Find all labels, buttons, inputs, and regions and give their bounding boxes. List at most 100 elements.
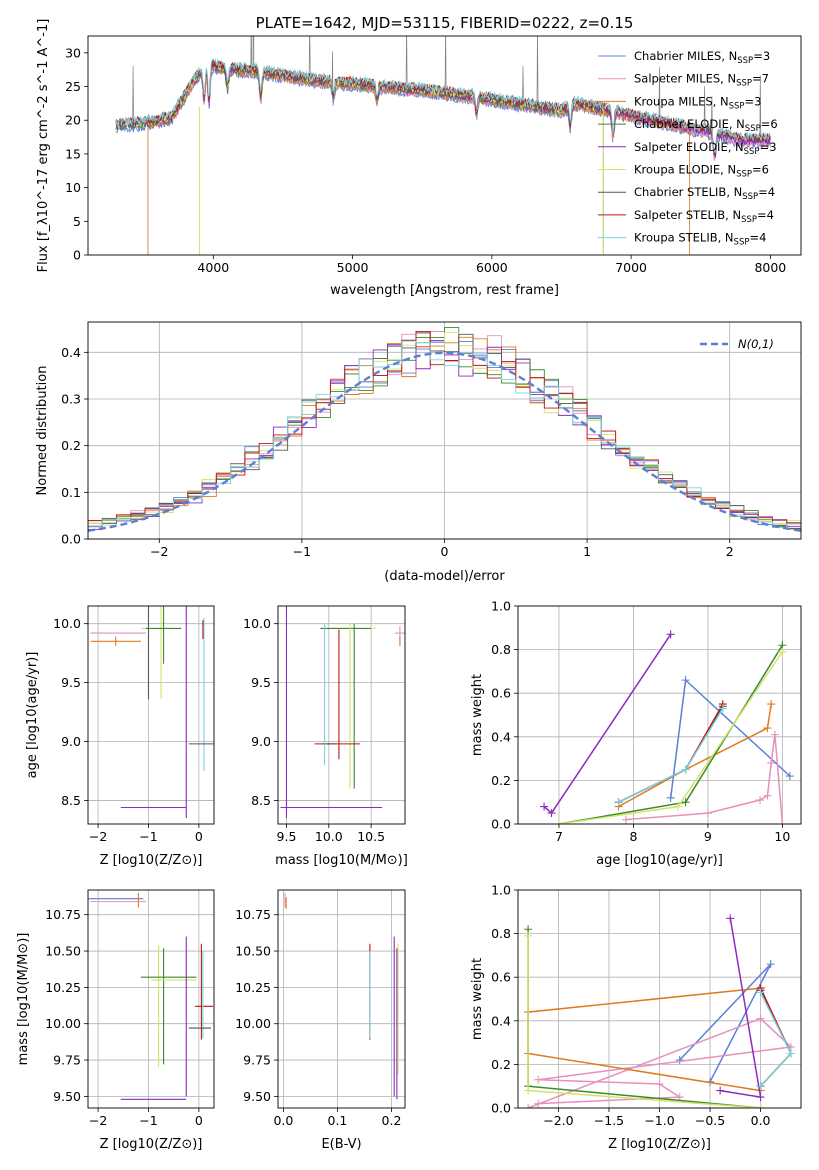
legend-entry: Kroupa STELIB, NSSP=4: [634, 231, 766, 248]
legend-entry: Kroupa ELODIE, NSSP=6: [634, 163, 769, 180]
y-tick-label: 30: [65, 45, 81, 60]
y-tick-label: 5: [73, 214, 81, 229]
y-tick-label: 0.4: [61, 345, 81, 360]
y-tick-label: 25: [65, 79, 81, 94]
legend-nssp-label: , N: [718, 231, 734, 245]
weight-marker: [756, 1014, 765, 1023]
legend-nssp-value: =4: [758, 185, 775, 199]
weight-marker: [547, 809, 556, 818]
spectrum-axes: 4000 5000 6000 7000 8000 0 5 10 15 20 25 30: [65, 45, 786, 275]
y-tick-label: 10.00: [45, 1016, 81, 1031]
x-tick-label: 0.1: [328, 1113, 348, 1128]
legend-nssp-value: =3: [760, 140, 777, 154]
y-tick-label: 9.5: [61, 675, 81, 690]
weight-marker: [778, 820, 787, 824]
weight-marker: [666, 793, 675, 802]
y-tick-label: 0.0: [491, 817, 511, 832]
weight-line: [618, 708, 724, 803]
y-tick-label: 9.75: [53, 1053, 81, 1068]
weight-marker: [524, 1104, 533, 1108]
legend-nssp-label: , N: [713, 94, 729, 108]
x-tick-label: 10.0: [315, 829, 343, 844]
weight-marker: [674, 802, 683, 811]
x-tick-label: 7000: [615, 260, 647, 275]
residuals-frame: [87, 321, 802, 540]
y-axis-label: mass weight: [470, 958, 485, 1040]
y-tick-label: 0.1: [61, 485, 81, 500]
weight-marker: [763, 724, 772, 733]
weight-vs-z-frame: [517, 889, 802, 1109]
histogram-step-line: [88, 340, 801, 528]
y-tick-label: 0.6: [491, 686, 511, 701]
age-vs-mass-frame: [277, 605, 406, 825]
mass-vs-ebv-frame: [277, 889, 406, 1109]
legend-entry: N(0,1): [738, 337, 774, 351]
y-tick-label: 10.00: [235, 1016, 271, 1031]
errorbar-group: [88, 892, 213, 1100]
x-axis-label: (data-model)/error: [384, 569, 505, 584]
weight-marker: [770, 730, 779, 739]
legend-nssp-subscript: SSP: [745, 124, 761, 134]
weight-marker: [524, 1086, 533, 1095]
legend-nssp-label: , N: [721, 49, 737, 63]
x-tick-label: 1: [583, 544, 591, 559]
y-tick-label: 15: [65, 146, 81, 161]
y-tick-label: 10.0: [53, 616, 81, 631]
histogram-step-line: [88, 332, 801, 529]
chart-title: PLATE=1642, MJD=53115, FIBERID=0222, z=0…: [256, 14, 634, 32]
x-tick-label: −2.0: [543, 1113, 573, 1128]
y-tick-label: 10.0: [243, 616, 271, 631]
x-tick-label: 9: [704, 829, 712, 844]
legend-nssp-subscript: SSP: [741, 215, 757, 225]
legend-series-name: Kroupa STELIB: [634, 231, 718, 245]
x-tick-label: 6000: [476, 260, 508, 275]
y-tick-label: 0.6: [491, 970, 511, 985]
legend-nssp-subscript: SSP: [744, 147, 760, 157]
x-tick-label: −1.0: [644, 1113, 674, 1128]
x-tick-label: −1: [293, 544, 311, 559]
y-tick-label: 10.75: [45, 907, 81, 922]
weight-marker: [763, 791, 772, 800]
mass-vs-z-frame: [87, 889, 215, 1109]
x-axis-label: Z [log10(Z/Z⊙)]: [100, 1137, 203, 1152]
legend-nssp-label: , N: [728, 140, 744, 154]
weight-marker: [767, 700, 776, 709]
weight-marker: [716, 1086, 725, 1095]
weight-marker: [681, 676, 690, 685]
legend-entry: Kroupa MILES, NSSP=3: [634, 94, 761, 111]
weight-marker: [621, 815, 630, 824]
legend-nssp-subscript: SSP: [729, 101, 745, 111]
x-axis-label: E(B-V): [321, 1137, 361, 1152]
y-tick-label: 1.0: [491, 883, 511, 898]
y-tick-label: 8.5: [61, 793, 81, 808]
legend-nssp-value: =4: [757, 208, 774, 222]
legend-nssp-value: =6: [752, 163, 769, 177]
x-tick-label: 9.5: [277, 829, 297, 844]
legend-nssp-label: , N: [729, 117, 745, 131]
legend-nssp-subscript: SSP: [737, 56, 753, 66]
x-axis-label: age [log10(age/yr)]: [596, 853, 723, 868]
weight-marker: [756, 1082, 765, 1091]
errorbar-group: [90, 606, 214, 819]
weight-marker: [756, 1093, 765, 1102]
weight-marker: [767, 758, 776, 767]
x-tick-label: −1: [139, 829, 157, 844]
weight-vs-z-axes: −2.0 −1.5 −1.0 −0.5 0.0 0.0 0.2 0.4 0.6 0.8 1.0: [491, 883, 801, 1128]
y-tick-label: 0.2: [61, 438, 81, 453]
legend-nssp-value: =7: [752, 72, 769, 86]
weight-marker: [786, 1049, 795, 1058]
x-tick-label: 10.5: [357, 829, 385, 844]
y-tick-label: 9.0: [251, 734, 271, 749]
x-tick-label: −2: [89, 829, 107, 844]
weight-marker: [756, 988, 765, 997]
y-tick-label: 10.25: [235, 980, 271, 995]
legend-nssp-subscript: SSP: [742, 192, 758, 202]
normal-curve-line: [88, 351, 801, 532]
weight-marker: [681, 765, 690, 774]
weight-marker: [718, 704, 727, 713]
histogram-lines: [88, 327, 801, 532]
weight-marker: [534, 1099, 543, 1108]
weight-line: [618, 703, 724, 803]
legend-series-name: Salpeter STELIB: [634, 208, 725, 222]
y-tick-label: 10.75: [235, 907, 271, 922]
